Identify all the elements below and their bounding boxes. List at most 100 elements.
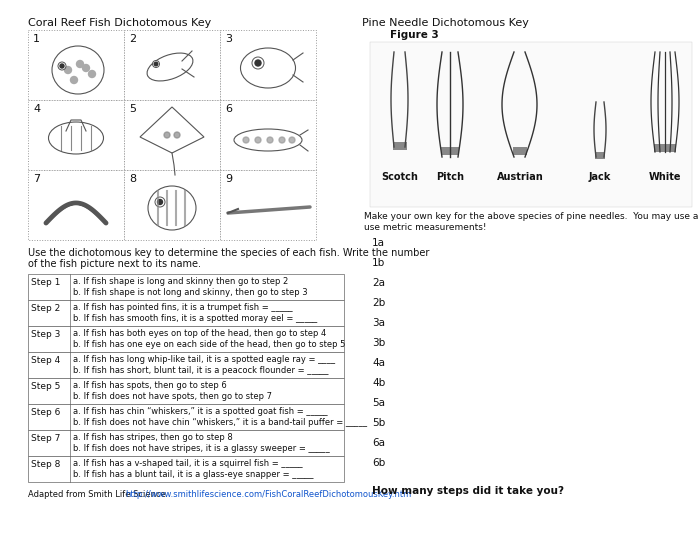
Bar bbox=[124, 170, 220, 240]
Text: b. If fish does not have chin “whiskers,” it is a band-tail puffer = _____: b. If fish does not have chin “whiskers,… bbox=[73, 418, 367, 427]
Text: a. If fish has spots, then go to step 6: a. If fish has spots, then go to step 6 bbox=[73, 381, 227, 390]
Text: b. If fish does not have stripes, it is a glassy sweeper = _____: b. If fish does not have stripes, it is … bbox=[73, 444, 330, 453]
Bar bbox=[370, 42, 692, 207]
Bar bbox=[441, 147, 459, 155]
Text: a. If fish has long whip-like tail, it is a spotted eagle ray = ____: a. If fish has long whip-like tail, it i… bbox=[73, 355, 335, 364]
Text: Step 1: Step 1 bbox=[31, 278, 60, 287]
Text: a. If fish has stripes, then go to step 8: a. If fish has stripes, then go to step … bbox=[73, 433, 232, 442]
Text: 5b: 5b bbox=[372, 418, 385, 428]
Text: 5: 5 bbox=[129, 104, 136, 114]
Circle shape bbox=[58, 62, 66, 70]
Bar bbox=[28, 456, 344, 482]
Text: Adapted from Smith Life Science: Adapted from Smith Life Science bbox=[28, 490, 169, 499]
Text: Step 8: Step 8 bbox=[31, 460, 60, 469]
Circle shape bbox=[255, 137, 261, 143]
Circle shape bbox=[153, 60, 160, 68]
Circle shape bbox=[255, 60, 261, 66]
Text: 4a: 4a bbox=[372, 358, 385, 368]
Text: 3b: 3b bbox=[372, 338, 385, 348]
Text: 6a: 6a bbox=[372, 438, 385, 448]
Text: of the fish picture next to its name.: of the fish picture next to its name. bbox=[28, 259, 201, 269]
Text: Make your own key for the above species of pine needles.  You may use a ruler –: Make your own key for the above species … bbox=[364, 212, 700, 221]
Text: How many steps did it take you?: How many steps did it take you? bbox=[372, 486, 564, 496]
Text: Step 5: Step 5 bbox=[31, 382, 60, 391]
Circle shape bbox=[76, 60, 83, 68]
Circle shape bbox=[158, 199, 162, 205]
Text: White: White bbox=[649, 172, 681, 182]
Bar bbox=[28, 274, 344, 300]
Text: Coral Reef Fish Dichotomous Key: Coral Reef Fish Dichotomous Key bbox=[28, 18, 211, 28]
Text: 2a: 2a bbox=[372, 278, 385, 288]
Bar bbox=[28, 352, 344, 378]
Text: b. If fish has short, blunt tail, it is a peacock flounder = _____: b. If fish has short, blunt tail, it is … bbox=[73, 366, 328, 375]
Circle shape bbox=[64, 66, 71, 73]
Text: Pine Needle Dichotomous Key: Pine Needle Dichotomous Key bbox=[362, 18, 529, 28]
Text: http://www.smithlifescience.com/FishCoralReefDichotomousKey.htm: http://www.smithlifescience.com/FishCora… bbox=[125, 490, 412, 499]
Circle shape bbox=[279, 137, 285, 143]
Text: Jack: Jack bbox=[589, 172, 611, 182]
Text: 5a: 5a bbox=[372, 398, 385, 408]
Text: 3a: 3a bbox=[372, 318, 385, 328]
Circle shape bbox=[83, 64, 90, 71]
Text: Figure 3: Figure 3 bbox=[390, 30, 439, 40]
Text: b. If fish does not have spots, then go to step 7: b. If fish does not have spots, then go … bbox=[73, 392, 272, 401]
Text: b. If fish has a blunt tail, it is a glass-eye snapper = _____: b. If fish has a blunt tail, it is a gla… bbox=[73, 470, 314, 479]
Text: a. If fish shape is long and skinny then go to step 2: a. If fish shape is long and skinny then… bbox=[73, 277, 288, 286]
Text: a. If fish has chin “whiskers,” it is a spotted goat fish = _____: a. If fish has chin “whiskers,” it is a … bbox=[73, 407, 328, 416]
Circle shape bbox=[252, 57, 264, 69]
Text: 2: 2 bbox=[129, 34, 136, 44]
Text: 8: 8 bbox=[129, 174, 136, 184]
Circle shape bbox=[88, 71, 95, 78]
Bar bbox=[28, 404, 344, 430]
Bar bbox=[513, 147, 527, 155]
Text: 4: 4 bbox=[33, 104, 40, 114]
Circle shape bbox=[60, 64, 64, 68]
Circle shape bbox=[174, 132, 180, 138]
Text: Pitch: Pitch bbox=[436, 172, 464, 182]
Text: 7: 7 bbox=[33, 174, 40, 184]
Text: 9: 9 bbox=[225, 174, 232, 184]
Bar bbox=[28, 378, 344, 404]
Circle shape bbox=[267, 137, 273, 143]
Bar bbox=[28, 30, 124, 100]
Bar bbox=[595, 152, 605, 159]
Text: a. If fish has pointed fins, it is a trumpet fish = _____: a. If fish has pointed fins, it is a tru… bbox=[73, 303, 293, 312]
Bar bbox=[220, 100, 316, 170]
Text: 4b: 4b bbox=[372, 378, 385, 388]
Text: use metric measurements!: use metric measurements! bbox=[364, 223, 486, 232]
Text: Step 2: Step 2 bbox=[31, 304, 60, 313]
Text: b. If fish has smooth fins, it is a spotted moray eel = _____: b. If fish has smooth fins, it is a spot… bbox=[73, 314, 317, 323]
Bar bbox=[28, 326, 344, 352]
Text: 6b: 6b bbox=[372, 458, 385, 468]
Bar bbox=[28, 170, 124, 240]
Circle shape bbox=[154, 62, 158, 66]
Text: b. If fish has one eye on each side of the head, then go to step 5: b. If fish has one eye on each side of t… bbox=[73, 340, 345, 349]
Text: 1b: 1b bbox=[372, 258, 385, 268]
Text: Austrian: Austrian bbox=[496, 172, 543, 182]
Bar bbox=[393, 142, 407, 150]
Text: Step 3: Step 3 bbox=[31, 330, 60, 339]
Circle shape bbox=[164, 132, 170, 138]
Text: Step 4: Step 4 bbox=[31, 356, 60, 365]
Bar bbox=[124, 30, 220, 100]
Text: 6: 6 bbox=[225, 104, 232, 114]
Text: a. If fish has both eyes on top of the head, then go to step 4: a. If fish has both eyes on top of the h… bbox=[73, 329, 326, 338]
Bar bbox=[28, 300, 344, 326]
Text: 3: 3 bbox=[225, 34, 232, 44]
Circle shape bbox=[289, 137, 295, 143]
Text: b. If fish shape is not long and skinny, then go to step 3: b. If fish shape is not long and skinny,… bbox=[73, 288, 307, 297]
Bar bbox=[28, 430, 344, 456]
Bar bbox=[220, 30, 316, 100]
Text: Step 7: Step 7 bbox=[31, 434, 60, 443]
Text: Use the dichotomous key to determine the species of each fish. Write the number: Use the dichotomous key to determine the… bbox=[28, 248, 429, 258]
Bar bbox=[28, 100, 124, 170]
Bar bbox=[220, 170, 316, 240]
Bar bbox=[654, 144, 676, 152]
Text: a. If fish has a v-shaped tail, it is a squirrel fish = _____: a. If fish has a v-shaped tail, it is a … bbox=[73, 459, 302, 468]
Text: 2b: 2b bbox=[372, 298, 385, 308]
Bar bbox=[124, 100, 220, 170]
Circle shape bbox=[71, 77, 78, 84]
Circle shape bbox=[243, 137, 249, 143]
Circle shape bbox=[155, 197, 165, 207]
Text: Scotch: Scotch bbox=[382, 172, 419, 182]
